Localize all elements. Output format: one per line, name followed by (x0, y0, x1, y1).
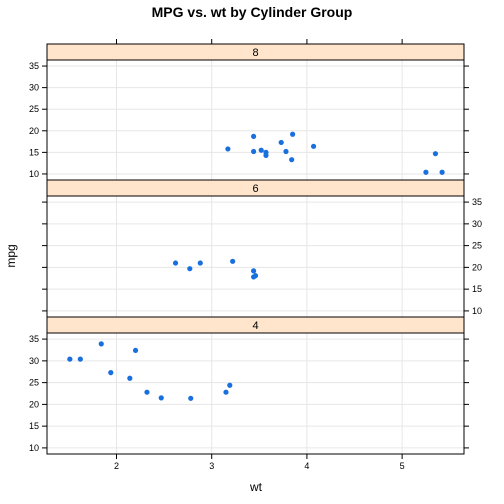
data-point (283, 148, 289, 155)
panel-6: 6 10 15 20 25 30 35 (42, 179, 482, 318)
panel-8: 8 10 15 20 25 30 35 (29, 39, 469, 181)
data-point (278, 139, 284, 146)
y-tick-label: 10 (29, 169, 39, 179)
data-point (172, 260, 179, 266)
y-tick-label: 35 (29, 334, 39, 344)
data-point (310, 143, 317, 149)
strip-label: 6 (252, 183, 258, 195)
y-tick-label: 15 (472, 284, 482, 294)
y-tick-label: 10 (29, 443, 39, 453)
y-tick-label: 35 (29, 61, 39, 71)
y-tick-label: 15 (29, 147, 39, 157)
data-point (258, 147, 264, 153)
strip-label: 4 (252, 320, 258, 332)
data-point (230, 258, 236, 264)
panel-frame (46, 332, 465, 455)
data-point (223, 389, 229, 395)
data-point (432, 151, 439, 157)
x-tick-label: 4 (304, 461, 309, 471)
x-tick-label: 3 (209, 461, 214, 471)
panel-frame (46, 195, 465, 318)
y-tick-label: 20 (472, 262, 482, 272)
strip-label: 8 (252, 47, 258, 59)
data-point (67, 356, 73, 362)
x-axis-label: wt (249, 480, 263, 494)
y-tick-label: 30 (29, 356, 39, 366)
panel-frame (46, 59, 465, 181)
y-tick-label: 30 (472, 219, 482, 229)
panels: 8101520253035610152025303541015202530352… (29, 39, 482, 471)
panel-4: 4 10 15 20 25 30 35 2 3 4 5 (29, 316, 469, 471)
y-axis-label: mpg (4, 244, 18, 267)
data-point (227, 382, 233, 388)
y-tick-label: 10 (472, 306, 482, 316)
data-point (108, 370, 114, 376)
x-tick-label: 5 (400, 461, 405, 471)
y-tick-label: 20 (29, 399, 39, 409)
data-point (225, 146, 231, 152)
x-tick-label: 2 (114, 461, 119, 471)
data-point (158, 395, 164, 401)
data-point (250, 133, 257, 140)
y-tick-label: 30 (29, 83, 39, 93)
y-tick-label: 20 (29, 126, 39, 136)
data-point (144, 389, 150, 395)
data-point (98, 341, 104, 347)
data-point (188, 395, 194, 401)
data-point (77, 356, 83, 362)
y-tick-label: 25 (29, 378, 39, 388)
y-tick-label: 25 (472, 241, 482, 251)
chart-title: MPG vs. wt by Cylinder Group (152, 4, 353, 20)
data-point (132, 347, 139, 354)
data-point (197, 260, 203, 266)
data-point (250, 148, 257, 155)
data-point (187, 266, 193, 272)
y-tick-label: 25 (29, 104, 39, 114)
data-point (423, 169, 429, 175)
data-point (263, 149, 269, 155)
y-tick-label: 35 (472, 197, 482, 207)
y-tick-label: 15 (29, 421, 39, 431)
data-point (289, 157, 295, 163)
data-point (250, 268, 257, 274)
data-point (439, 169, 445, 175)
data-point (250, 274, 257, 280)
data-point (127, 375, 133, 381)
data-point (290, 131, 296, 137)
